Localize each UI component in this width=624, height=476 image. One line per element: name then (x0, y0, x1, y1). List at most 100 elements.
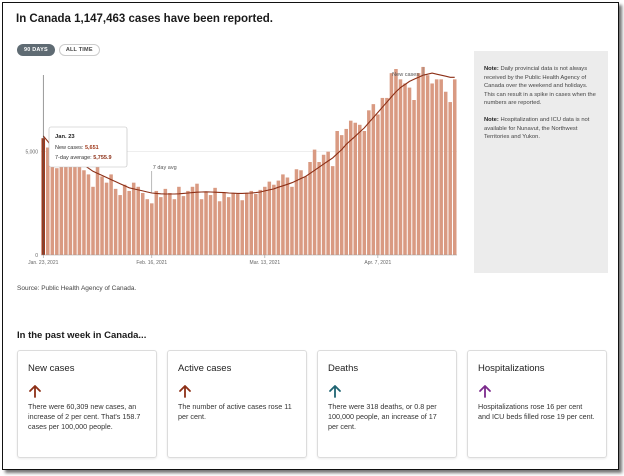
bar (140, 193, 145, 255)
bar (55, 168, 59, 255)
bar (398, 79, 403, 255)
bar (59, 153, 64, 255)
bar (231, 193, 235, 255)
chart-source: Source: Public Health Agency of Canada. (17, 285, 137, 292)
bar (452, 79, 457, 255)
x-tick-label: Mar. 13, 2021 (250, 260, 281, 266)
time-range-toggle: 90 DAYS ALL TIME (17, 44, 100, 56)
bar (326, 151, 330, 255)
tooltip-average: 7-day average: 5,755.9 (55, 155, 112, 161)
bar (439, 79, 443, 255)
card-description: The number of active cases rose 11 per c… (178, 402, 292, 421)
bar (290, 186, 294, 255)
bar (362, 131, 367, 255)
bar (86, 174, 91, 255)
bar (448, 102, 452, 255)
annotation-7-day-avg: 7 day avg (153, 165, 177, 171)
card-new-cases: New cases There were 60,309 new cases, a… (17, 350, 157, 458)
bar (217, 201, 222, 255)
bar (276, 180, 281, 255)
bar (95, 162, 100, 255)
bar (335, 131, 339, 255)
bar (394, 69, 398, 255)
bar (421, 66, 425, 255)
tooltip-new-cases: New cases: 5,651 (55, 145, 99, 151)
bar (244, 193, 249, 255)
arrow-up-icon (179, 385, 191, 398)
card-deaths: Deaths There were 318 deaths, or 0.8 per… (317, 350, 457, 458)
bar (308, 162, 312, 255)
bar (312, 149, 317, 255)
card-title: Deaths (328, 363, 359, 374)
seven-day-average-line (42, 72, 455, 195)
bar (145, 199, 150, 255)
bar (213, 187, 217, 255)
bar (235, 194, 240, 255)
bar (154, 190, 159, 255)
bar (263, 186, 267, 255)
bar (380, 97, 385, 255)
bar (64, 164, 68, 255)
card-active-cases: Active cases The number of active cases … (167, 350, 307, 458)
bar (376, 114, 380, 255)
card-title: New cases (28, 363, 75, 374)
bar (177, 186, 181, 255)
card-title: Active cases (178, 363, 232, 374)
arrow-up-icon (479, 385, 491, 398)
bar (353, 122, 358, 255)
bar (100, 176, 104, 255)
bar (321, 154, 326, 255)
bar (68, 162, 73, 255)
arrow-up-icon (329, 385, 341, 398)
note-daily-data: Note: Daily provincial data is not alway… (484, 66, 596, 107)
bar (371, 104, 376, 255)
bar (285, 177, 290, 255)
bar (425, 75, 430, 255)
bar (208, 195, 213, 255)
bar (443, 91, 448, 255)
bar (403, 83, 407, 255)
bar (46, 147, 50, 255)
tooltip-box (48, 126, 128, 168)
bar (91, 186, 95, 255)
bar (181, 196, 186, 255)
bar (272, 184, 276, 255)
card-hospitalizations: Hospitalizations Hospitalizations rose 1… (467, 350, 607, 458)
bar (430, 83, 434, 255)
bar (412, 100, 416, 255)
bar (407, 87, 412, 255)
bar (204, 191, 208, 255)
bar (226, 197, 231, 255)
bar (267, 181, 272, 255)
x-tick-label: Jan. 23, 2021 (28, 260, 59, 266)
bar (122, 184, 127, 255)
bar (249, 190, 254, 255)
cases-chart[interactable]: 0 5,000 Jan. 23, 2021 Feb. 16, 2021 Mar. 13,… (17, 63, 463, 273)
bar (222, 193, 226, 255)
bar (104, 182, 109, 255)
bar (299, 170, 303, 255)
bar (358, 124, 362, 255)
bar (131, 182, 136, 255)
bar (416, 73, 421, 255)
bar (73, 157, 77, 255)
bar (150, 203, 154, 255)
x-tick-label: Apr. 7, 2021 (364, 260, 391, 266)
y-tick-label: 0 (35, 253, 38, 259)
arrow-up-icon (29, 385, 41, 398)
page-headline: In Canada 1,147,463 cases have been repo… (16, 13, 273, 25)
bar (82, 170, 86, 255)
stat-cards: New cases There were 60,309 new cases, a… (17, 350, 607, 458)
bar (385, 97, 389, 255)
tab-90-days[interactable]: 90 DAYS (17, 44, 55, 56)
bar (339, 135, 344, 255)
bar (294, 169, 299, 255)
notes-panel: Note: Daily provincial data is not alway… (474, 51, 608, 273)
bar (195, 183, 199, 255)
bar (254, 194, 258, 255)
bar (77, 160, 82, 255)
bar (109, 174, 113, 255)
tab-all-time[interactable]: ALL TIME (58, 44, 100, 56)
bar (317, 162, 321, 255)
page-frame: In Canada 1,147,463 cases have been repo… (2, 2, 619, 470)
